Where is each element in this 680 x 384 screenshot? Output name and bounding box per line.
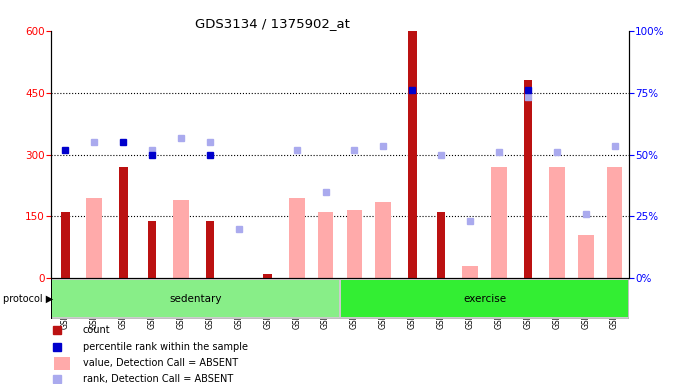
Bar [549, 167, 564, 278]
Text: protocol ▶: protocol ▶ [3, 293, 54, 304]
Bar [524, 80, 532, 278]
Bar [54, 357, 70, 370]
Bar [375, 202, 391, 278]
Text: percentile rank within the sample: percentile rank within the sample [83, 342, 248, 352]
Bar [408, 31, 417, 278]
Bar [263, 274, 272, 278]
Text: GDS3134 / 1375902_at: GDS3134 / 1375902_at [194, 17, 350, 30]
Bar [173, 200, 189, 278]
Text: exercise: exercise [463, 293, 506, 304]
Bar [148, 220, 156, 278]
Bar [578, 235, 594, 278]
Bar [462, 266, 478, 278]
Bar [289, 198, 305, 278]
Bar [61, 212, 70, 278]
Bar [347, 210, 362, 278]
Bar [52, 280, 339, 317]
Bar [491, 167, 507, 278]
Bar [341, 280, 628, 317]
Bar [607, 167, 622, 278]
Text: sedentary: sedentary [169, 293, 222, 304]
Bar [318, 212, 333, 278]
Text: count: count [83, 326, 110, 336]
Bar [119, 167, 128, 278]
Bar [205, 220, 214, 278]
Bar [437, 212, 445, 278]
Bar [86, 198, 102, 278]
Text: value, Detection Call = ABSENT: value, Detection Call = ABSENT [83, 358, 238, 368]
Text: rank, Detection Call = ABSENT: rank, Detection Call = ABSENT [83, 374, 233, 384]
